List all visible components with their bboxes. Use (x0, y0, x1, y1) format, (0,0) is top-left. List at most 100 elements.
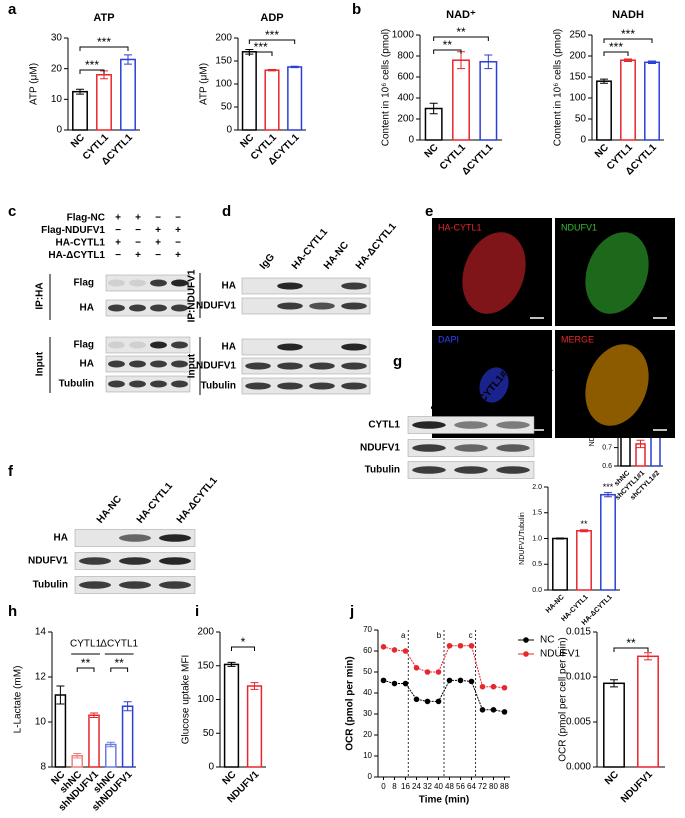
significance-bracket (231, 646, 255, 651)
panel-letter: c (8, 203, 16, 220)
chart-title: ATP (93, 12, 114, 24)
cell-signal (585, 232, 649, 314)
blot-band (159, 534, 191, 542)
error-bar (429, 102, 438, 115)
bar (72, 90, 88, 131)
y-tick-label: 0.005 (566, 717, 591, 728)
error-bar (624, 58, 632, 62)
y-tick-label: 50 (575, 114, 587, 125)
blot-band (129, 304, 146, 312)
y-tick-label: 600 (397, 72, 414, 83)
chart-title: NADH (612, 9, 644, 21)
row-label: HA (222, 281, 236, 292)
condition-label: HA-ΔCYTL1 (48, 250, 105, 261)
x-tick-label: HA-NC (545, 594, 566, 615)
annotation-label: b (437, 631, 442, 640)
x-tick-label: NC (423, 142, 441, 160)
row-label: HA (54, 533, 68, 544)
blot-band (129, 279, 146, 287)
significance: ** (443, 38, 453, 52)
error-bar (556, 537, 564, 540)
condition-sign: − (155, 213, 161, 224)
bar (120, 58, 136, 131)
significance: ** (626, 636, 636, 650)
y-axis-label: Glucose uptake MFI (181, 655, 192, 744)
bar (637, 655, 659, 768)
row-label: Tubulin (59, 379, 94, 390)
y-tick-label: 0.6 (602, 463, 612, 470)
series-point (468, 678, 475, 685)
y-tick-label: 1.0 (532, 535, 542, 542)
y-tick-label: 0 (208, 762, 214, 773)
condition-sign: − (175, 213, 181, 224)
panel-letter: i (195, 603, 199, 620)
blot-band (171, 304, 188, 312)
x-tick-label: 32 (423, 782, 432, 791)
blot-strip (105, 336, 191, 354)
bar (241, 51, 257, 131)
blot-band (496, 444, 530, 452)
lane-label: HA-NC (322, 240, 351, 272)
series-point (446, 677, 453, 684)
y-tick-label: 12 (35, 672, 47, 683)
error-bar (484, 54, 493, 70)
panel-letter: f (8, 463, 14, 480)
condition-sign: + (135, 250, 141, 261)
blot-band (341, 282, 367, 290)
blot-band (341, 302, 367, 310)
y-tick-label: 0.5 (532, 561, 542, 568)
y-axis-label: OCR (pmol per cell per min) (558, 637, 569, 761)
x-tick-label: ΔCYTL1 (460, 142, 496, 178)
blot-band (129, 341, 146, 349)
row-label: NDUFV1 (196, 361, 236, 372)
bar (88, 714, 100, 768)
panel-letter: b (352, 1, 361, 18)
blot-band (309, 382, 335, 390)
x-tick-label: 40 (434, 782, 443, 791)
y-tick-label: 1.5 (532, 510, 542, 517)
legend-label: NC (540, 635, 554, 646)
channel-label: HA-CYTL1 (438, 222, 482, 232)
row-label: Flag (73, 340, 94, 351)
significance: ** (81, 656, 91, 670)
x-tick-label: 48 (445, 782, 454, 791)
series-point (501, 684, 508, 691)
bar (246, 685, 263, 768)
x-tick-label: 24 (412, 782, 421, 791)
legend-marker (523, 651, 529, 657)
error-bar (600, 78, 608, 84)
cell-signal (479, 367, 509, 403)
row-label: HA (80, 359, 94, 370)
blot-band (150, 360, 167, 368)
y-axis-label: OCR (pmol per min) (345, 656, 356, 750)
group-label: CYTL1 (70, 639, 102, 650)
section-label: IP:HA (35, 282, 46, 309)
cell-signal (585, 344, 649, 426)
series-point (413, 696, 420, 703)
y-axis-label: NDUFV1/Tubulin (519, 512, 526, 565)
significance-bracket (433, 49, 462, 54)
blot-band (412, 444, 446, 452)
error-bar (76, 88, 84, 95)
annotation-label: a (401, 631, 406, 640)
panel-letter: j (349, 603, 354, 620)
x-tick-label: NC (69, 132, 87, 150)
condition-sign: − (115, 250, 121, 261)
significance: *** (97, 35, 111, 49)
row-label: Tubulin (33, 580, 68, 591)
y-tick-label: 0.010 (566, 672, 591, 683)
blot-band (341, 362, 367, 370)
y-axis-label: Content in 10⁶ cells (pmol) (381, 29, 392, 147)
series-point (457, 642, 464, 649)
condition-label: Flag-NC (67, 213, 105, 224)
blot-strip (241, 297, 371, 315)
blot-band (171, 380, 188, 388)
blot-band (119, 557, 151, 565)
annotation-label: c (469, 631, 473, 640)
y-tick-label: 250 (569, 30, 586, 41)
blot-band (496, 466, 530, 474)
series-point (457, 677, 464, 684)
significance: *** (603, 482, 614, 492)
significance: *** (621, 27, 635, 41)
